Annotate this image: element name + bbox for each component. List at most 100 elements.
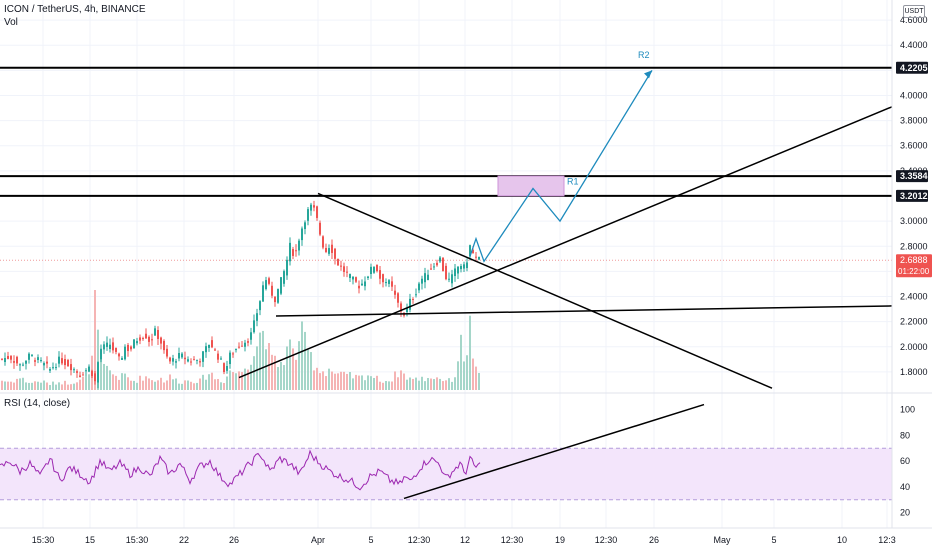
candle-body [187,359,189,362]
volume-bar [346,373,348,390]
candle-body [13,361,15,363]
time-tick-label: 12:30 [595,535,618,545]
volume-bar [472,358,474,390]
candle-body [379,270,381,279]
candle-body [436,262,438,266]
volume-bar [460,334,462,390]
volume-bar [358,375,360,390]
candle-body [88,366,90,372]
candle-body [169,357,171,362]
volume-bar [58,382,60,390]
volume-bar [10,381,12,390]
current-price-badge [896,254,932,278]
volume-bar [322,371,324,390]
candle-body [22,364,24,366]
volume-bar [436,377,438,390]
rsi-tick-label: 60 [900,456,910,466]
level-badge-label: 3.3584 [900,171,928,181]
volume-bar [184,380,186,390]
candle-body [466,262,468,269]
volume-bar [37,381,39,390]
volume-bar [268,343,270,390]
volume-bar [343,371,345,390]
trendlines[interactable] [238,106,893,389]
candle-body [124,346,126,360]
volume-bar [283,365,285,390]
volume-bar [82,376,84,390]
candle-body [280,277,282,294]
candle-body [115,347,117,352]
volume-bar [382,382,384,390]
volume-bar [406,379,408,390]
candle-body [448,278,450,280]
volume-bar [22,377,24,390]
candle-body [4,358,6,363]
volume-bar [112,374,114,390]
volume-bar [331,371,333,390]
candle-body [373,266,375,273]
volume-bar [442,381,444,390]
candle-body [217,353,219,360]
currency-badge[interactable]: USDT [903,5,925,18]
rsi-trendline[interactable] [403,403,705,500]
time-tick-label: 12:30 [501,535,524,545]
volume-bar [475,366,477,390]
candle-body [301,228,303,241]
descending-trendline[interactable] [317,192,773,389]
ascending-trendline[interactable] [238,106,893,379]
price-tick-label: 2.4000 [900,292,928,302]
candle-body [391,281,393,287]
volume-bar [85,376,87,390]
rsi-axis[interactable]: 100 80 60 40 20 [900,405,915,518]
candle-body [79,375,81,377]
candle-body [103,344,105,350]
projection-path[interactable] [469,70,653,263]
candle-body [457,266,459,274]
candle-body [208,344,210,348]
time-axis[interactable]: 15:30 15 15:30 22 26 Apr 5 12:30 12 12:30 19 12:30 2… [0,527,932,545]
volume-bar [445,380,447,390]
level-badge-label: 3.2012 [900,191,928,201]
time-tick-label: 26 [229,535,239,545]
volume-bar [1,380,3,390]
candle-body [346,271,348,273]
horizontal-levels[interactable] [0,66,892,197]
volume-bar [376,375,378,390]
volume-bar [292,348,294,390]
countdown-label: 01:22:00 [898,267,930,276]
candle-body [7,355,9,359]
volume-bar [229,370,231,390]
candle-body [352,276,354,280]
volume-bar [307,349,309,390]
candle-body [64,359,66,366]
volume-bar [430,378,432,390]
volume-bar [211,372,213,390]
candle-body [130,346,132,350]
candle-body [49,368,51,371]
volume-bar [118,379,120,390]
candle-body [439,257,441,262]
volume-bar [313,370,315,390]
rsi-tick-label: 80 [900,430,910,440]
volume-bar [187,380,189,390]
resistance-zone[interactable] [497,175,565,197]
candle-body [442,257,444,272]
support-trendline[interactable] [275,305,893,317]
candle-body [316,206,318,218]
volume-bar [451,381,453,390]
candle-body [142,338,144,340]
candle-body [463,264,465,269]
candle-body [409,298,411,310]
rsi-label: RSI (14, close) [4,398,71,409]
volume-bar [256,346,258,390]
current-price-label: 2.6888 [900,255,928,265]
candle-body [271,285,273,296]
candle-body [283,271,285,284]
candle-body [472,249,474,254]
candle-body [145,333,147,339]
time-tick-label: 12:30 [408,535,431,545]
time-tick-label: 19 [555,535,565,545]
volume-bar [127,377,129,390]
volume-bar [286,346,288,390]
